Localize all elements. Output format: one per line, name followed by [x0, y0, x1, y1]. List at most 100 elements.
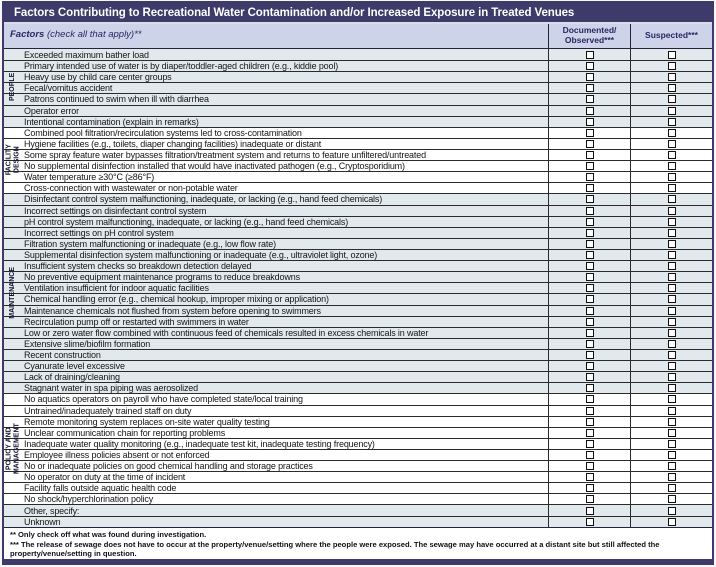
documented-cell [548, 72, 630, 83]
documented-checkbox[interactable] [585, 395, 594, 404]
suspected-checkbox[interactable] [667, 139, 676, 148]
documented-cell [548, 449, 630, 461]
suspected-checkbox[interactable] [667, 239, 676, 248]
documented-checkbox[interactable] [585, 317, 594, 326]
documented-checkbox[interactable] [585, 251, 594, 260]
documented-checkbox[interactable] [585, 206, 594, 215]
suspected-checkbox[interactable] [667, 95, 676, 104]
documented-checkbox[interactable] [585, 462, 594, 471]
suspected-checkbox[interactable] [667, 328, 676, 337]
factor-row: Cyanurate level excessive [4, 360, 712, 372]
documented-checkbox[interactable] [585, 428, 594, 437]
documented-checkbox[interactable] [585, 473, 594, 482]
suspected-checkbox[interactable] [667, 450, 676, 459]
documented-checkbox[interactable] [585, 195, 594, 204]
documented-checkbox[interactable] [585, 517, 594, 526]
documented-checkbox[interactable] [585, 306, 594, 315]
suspected-checkbox[interactable] [667, 50, 676, 59]
suspected-checkbox[interactable] [667, 217, 676, 226]
documented-checkbox[interactable] [585, 373, 594, 382]
suspected-checkbox[interactable] [667, 128, 676, 137]
suspected-checkbox[interactable] [667, 395, 676, 404]
factor-row: Supplemental disinfection system malfunc… [4, 248, 712, 261]
documented-cell [548, 83, 630, 94]
documented-checkbox[interactable] [585, 262, 594, 271]
documented-checkbox[interactable] [585, 151, 594, 160]
documented-checkbox[interactable] [585, 106, 594, 115]
documented-checkbox[interactable] [585, 351, 594, 359]
suspected-checkbox[interactable] [667, 162, 676, 171]
documented-checkbox[interactable] [585, 417, 594, 426]
documented-checkbox[interactable] [585, 184, 594, 193]
suspected-checkbox[interactable] [667, 462, 676, 471]
suspected-checkbox[interactable] [667, 484, 676, 493]
documented-checkbox[interactable] [585, 173, 594, 182]
suspected-checkbox[interactable] [667, 473, 676, 482]
documented-cell [548, 94, 630, 105]
documented-cell [548, 372, 630, 383]
suspected-checkbox[interactable] [667, 506, 676, 515]
documented-checkbox[interactable] [585, 162, 594, 171]
suspected-checkbox[interactable] [667, 184, 676, 193]
documented-checkbox[interactable] [585, 84, 594, 93]
documented-checkbox[interactable] [585, 128, 594, 137]
suspected-checkbox[interactable] [667, 428, 676, 437]
suspected-checkbox[interactable] [667, 195, 676, 204]
suspected-checkbox[interactable] [667, 362, 676, 371]
documented-checkbox[interactable] [585, 95, 594, 104]
suspected-cell [630, 349, 712, 361]
suspected-checkbox[interactable] [667, 117, 676, 126]
suspected-cell [630, 294, 712, 305]
suspected-checkbox[interactable] [667, 295, 676, 304]
documented-cell [548, 294, 630, 305]
documented-checkbox[interactable] [585, 406, 594, 415]
documented-checkbox[interactable] [585, 328, 594, 337]
documented-checkbox[interactable] [585, 484, 594, 493]
documented-checkbox[interactable] [585, 495, 594, 504]
suspected-checkbox[interactable] [667, 517, 676, 526]
documented-checkbox[interactable] [585, 439, 594, 448]
suspected-checkbox[interactable] [667, 262, 676, 271]
documented-cell [548, 194, 630, 205]
suspected-checkbox[interactable] [667, 339, 676, 348]
documented-checkbox[interactable] [585, 117, 594, 126]
suspected-checkbox[interactable] [667, 439, 676, 448]
suspected-checkbox[interactable] [667, 106, 676, 115]
suspected-checkbox[interactable] [667, 417, 676, 426]
documented-checkbox[interactable] [585, 339, 594, 348]
documented-checkbox[interactable] [585, 295, 594, 304]
documented-checkbox[interactable] [585, 284, 594, 293]
documented-checkbox[interactable] [585, 239, 594, 248]
suspected-checkbox[interactable] [667, 351, 676, 359]
suspected-checkbox[interactable] [667, 62, 676, 71]
suspected-checkbox[interactable] [667, 228, 676, 237]
suspected-checkbox[interactable] [667, 406, 676, 415]
suspected-checkbox[interactable] [667, 373, 676, 382]
documented-checkbox[interactable] [585, 362, 594, 371]
suspected-checkbox[interactable] [667, 73, 676, 82]
suspected-checkbox[interactable] [667, 284, 676, 293]
documented-checkbox[interactable] [585, 450, 594, 459]
suspected-checkbox[interactable] [667, 384, 676, 393]
documented-checkbox[interactable] [585, 62, 594, 71]
factor-row: Disinfectant control system malfunctioni… [4, 193, 712, 205]
suspected-checkbox[interactable] [667, 251, 676, 260]
documented-checkbox[interactable] [585, 139, 594, 148]
suspected-checkbox[interactable] [667, 151, 676, 160]
suspected-checkbox[interactable] [667, 273, 676, 282]
factor-row: Primary intended use of water is by diap… [4, 60, 712, 72]
documented-checkbox[interactable] [585, 217, 594, 226]
documented-checkbox[interactable] [585, 228, 594, 237]
documented-cell [548, 461, 630, 472]
documented-checkbox[interactable] [585, 384, 594, 393]
documented-checkbox[interactable] [585, 73, 594, 82]
documented-checkbox[interactable] [585, 273, 594, 282]
suspected-checkbox[interactable] [667, 495, 676, 504]
documented-checkbox[interactable] [585, 50, 594, 59]
suspected-checkbox[interactable] [667, 206, 676, 215]
suspected-checkbox[interactable] [667, 84, 676, 93]
suspected-checkbox[interactable] [667, 306, 676, 315]
suspected-checkbox[interactable] [667, 173, 676, 182]
suspected-checkbox[interactable] [667, 317, 676, 326]
documented-checkbox[interactable] [585, 506, 594, 515]
